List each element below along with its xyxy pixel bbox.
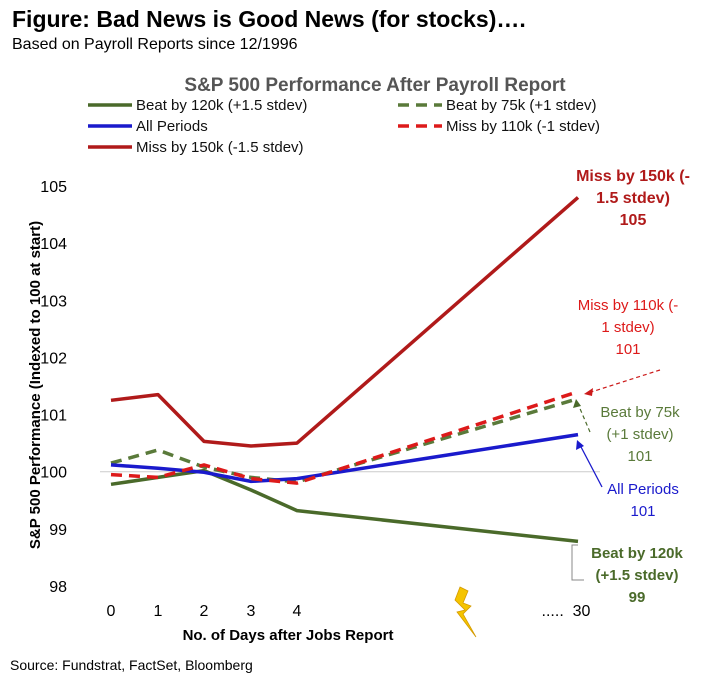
source-note: Source: Fundstrat, FactSet, Bloomberg	[10, 657, 253, 673]
x-tick-label: ..... 30	[542, 603, 591, 620]
plot-area	[110, 196, 580, 544]
end-label-line: 101	[630, 503, 655, 520]
arrow-head	[576, 440, 584, 450]
y-tick-label: 102	[40, 350, 67, 367]
arrow-beat-75k	[577, 403, 591, 433]
y-tick-label: 99	[49, 522, 67, 539]
y-tick-label: 104	[40, 236, 67, 253]
x-tick-label: 2	[200, 603, 209, 620]
y-tick-label: 100	[40, 465, 67, 482]
end-label-line: 1.5 stdev)	[596, 190, 670, 207]
end-label-line: (+1.5 stdev)	[596, 567, 679, 584]
end-label-line: All Periods	[607, 481, 679, 498]
legend-label: Beat by 120k (+1.5 stdev)	[136, 97, 307, 114]
legend-label: Miss by 150k (-1.5 stdev)	[136, 139, 304, 156]
end-label-line: 99	[629, 589, 646, 606]
end-label-line: 1 stdev)	[601, 319, 654, 336]
end-label-line: (+1 stdev)	[606, 426, 673, 443]
end-label-line: Beat by 120k	[591, 545, 683, 562]
y-axis-label: S&P 500 Performance (Indexed to 100 at s…	[27, 221, 44, 549]
y-tick-label: 101	[40, 408, 67, 425]
end-label-line: Miss by 110k (-	[578, 297, 679, 314]
end-labels: Beat by 120k (+1.5 stdev) 99 Beat by 75k (+1…	[576, 168, 690, 606]
x-tick-label: 1	[154, 603, 163, 620]
figure-subtitle: Based on Payroll Reports since 12/1996	[12, 36, 298, 53]
figure-title: Figure: Bad News is Good News (for stock…	[12, 6, 526, 32]
lightning-bolt-icon	[454, 586, 477, 638]
x-axis-label: No. of Days after Jobs Report	[183, 627, 394, 644]
y-tick-label: 105	[40, 179, 67, 196]
y-axis: 98 99 100 101 102 103 104 105	[40, 179, 67, 596]
legend: Beat by 120k (+1.5 stdev) Beat by 75k (+1…	[88, 97, 600, 156]
legend-label: All Periods	[136, 118, 208, 135]
series-line-4	[110, 196, 580, 448]
legend-label: Beat by 75k (+1 stdev)	[446, 97, 597, 114]
end-label-line: 105	[620, 212, 647, 229]
series-line-2	[110, 432, 579, 484]
chart-title: S&P 500 Performance After Payroll Report	[184, 75, 566, 96]
end-label-line: Beat by 75k	[600, 404, 680, 421]
x-axis: 0 1 2 3 4 ..... 30	[107, 603, 591, 620]
y-tick-label: 103	[40, 293, 67, 310]
series-line-3	[110, 390, 579, 485]
arrow-head	[584, 388, 593, 396]
legend-label: Miss by 110k (-1 stdev)	[446, 118, 600, 135]
end-label-arrows	[571, 369, 661, 581]
y-tick-label: 98	[49, 579, 67, 596]
arrow-miss-110k	[587, 369, 661, 394]
bracket-beat-120k	[571, 544, 584, 581]
arrow-all-periods	[579, 444, 603, 488]
x-tick-label: 3	[247, 603, 256, 620]
end-label-line: 101	[627, 448, 652, 465]
arrow-head	[573, 399, 581, 408]
x-tick-label: 4	[293, 603, 302, 620]
x-tick-label: 0	[107, 603, 116, 620]
series-line-0	[110, 468, 579, 544]
end-label-line: 101	[615, 341, 640, 358]
end-label-line: Miss by 150k (-	[576, 168, 690, 185]
